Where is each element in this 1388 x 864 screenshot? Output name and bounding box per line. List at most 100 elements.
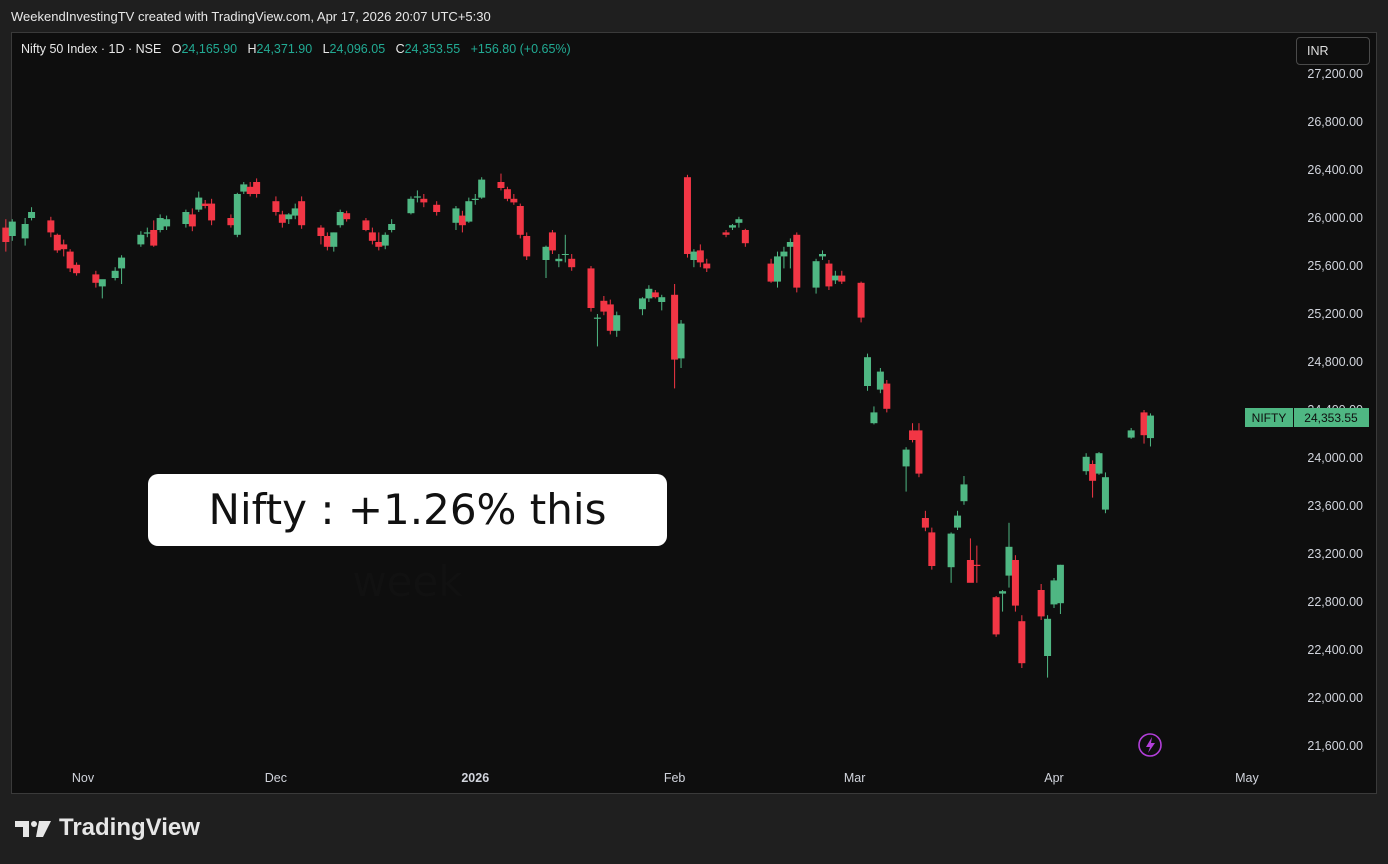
candle	[1140, 410, 1148, 444]
candle	[240, 182, 248, 194]
price-tick-label: 26,400.00	[1307, 163, 1363, 177]
candle-body	[188, 214, 196, 227]
candle	[1056, 564, 1064, 614]
candle	[516, 203, 524, 239]
candle-body	[375, 242, 383, 247]
chart-pane[interactable]	[11, 32, 1377, 794]
candle	[471, 194, 479, 205]
candle	[433, 201, 441, 216]
tradingview-logo[interactable]: TradingView	[15, 814, 200, 842]
candle-body	[883, 383, 891, 409]
currency-button[interactable]: INR	[1296, 37, 1370, 65]
candle-body	[645, 288, 653, 299]
candle	[407, 196, 415, 215]
candle-body	[561, 254, 569, 255]
candle-body	[947, 533, 955, 568]
candle	[960, 476, 968, 505]
candle	[728, 224, 736, 230]
candle-body	[690, 251, 698, 260]
candle-body	[728, 225, 736, 228]
candle-body	[767, 263, 775, 282]
candle	[902, 447, 910, 492]
price-tick-label: 24,000.00	[1307, 451, 1363, 465]
candle-body	[793, 234, 801, 288]
candle	[285, 213, 293, 224]
candle	[587, 266, 595, 312]
last-price-tag: NIFTY 24,353.55	[1245, 408, 1369, 427]
candle	[722, 230, 730, 238]
candle-body	[195, 197, 203, 210]
candle-body	[330, 232, 338, 247]
candle-body	[1140, 412, 1148, 436]
price-tag-value-bg	[1294, 408, 1369, 427]
candle	[793, 232, 801, 293]
logo-text: TradingView	[59, 814, 200, 841]
candle	[864, 353, 872, 391]
candle	[227, 214, 235, 228]
candle	[613, 311, 621, 337]
candle	[593, 314, 601, 347]
candle	[600, 296, 608, 316]
candle	[368, 227, 376, 245]
candle-body	[1146, 415, 1154, 439]
price-tag-name-bg	[1245, 408, 1293, 427]
candle	[954, 510, 962, 530]
candle-body	[413, 196, 421, 198]
candle	[1082, 453, 1090, 475]
candle	[786, 238, 794, 269]
candle	[1089, 460, 1097, 498]
candle	[973, 545, 981, 583]
candle	[150, 220, 158, 247]
candle	[388, 219, 396, 233]
candle-body	[516, 206, 524, 235]
price-tick-label: 22,000.00	[1307, 691, 1363, 705]
high-label: H	[247, 42, 257, 56]
price-tick-label: 23,600.00	[1307, 499, 1363, 513]
candle	[683, 174, 691, 258]
candle-body	[593, 317, 601, 319]
lightning-alert-icon[interactable]	[1138, 733, 1162, 757]
candle	[561, 234, 569, 263]
candle-body	[780, 251, 788, 257]
candle-body	[658, 297, 666, 302]
candle	[1011, 555, 1019, 612]
candle	[156, 214, 164, 233]
candle	[1044, 615, 1052, 678]
candle	[876, 368, 884, 394]
candle	[478, 177, 486, 199]
price-tag-name: NIFTY	[1252, 411, 1287, 425]
candle	[246, 182, 254, 197]
candle-body	[1089, 464, 1097, 481]
candle	[857, 281, 865, 323]
candle-body	[497, 182, 505, 188]
candle	[1018, 615, 1026, 668]
candle-body	[156, 218, 164, 230]
candle	[465, 197, 473, 223]
candle-body	[420, 198, 428, 203]
candle	[767, 258, 775, 283]
candle	[143, 227, 151, 238]
candle-body	[452, 208, 460, 223]
candle	[452, 206, 460, 230]
candle	[921, 510, 929, 532]
candle-body	[233, 194, 241, 235]
candle-body	[240, 184, 248, 192]
candle-body	[1044, 618, 1052, 656]
candle	[638, 297, 646, 316]
candle-body	[677, 323, 685, 359]
candle	[928, 527, 936, 570]
candle	[1146, 413, 1154, 447]
candle	[420, 194, 428, 208]
candle-body	[954, 515, 962, 528]
candle	[47, 216, 55, 238]
candle	[336, 209, 344, 228]
candle-body	[722, 232, 730, 235]
candle	[60, 239, 68, 257]
candle	[111, 267, 119, 281]
candle	[1095, 452, 1103, 475]
candle-body	[703, 263, 711, 269]
price-tag-value: 24,353.55	[1304, 411, 1358, 425]
chart-attribution: WeekendInvestingTV created with TradingV…	[11, 9, 491, 24]
candle	[696, 244, 704, 268]
